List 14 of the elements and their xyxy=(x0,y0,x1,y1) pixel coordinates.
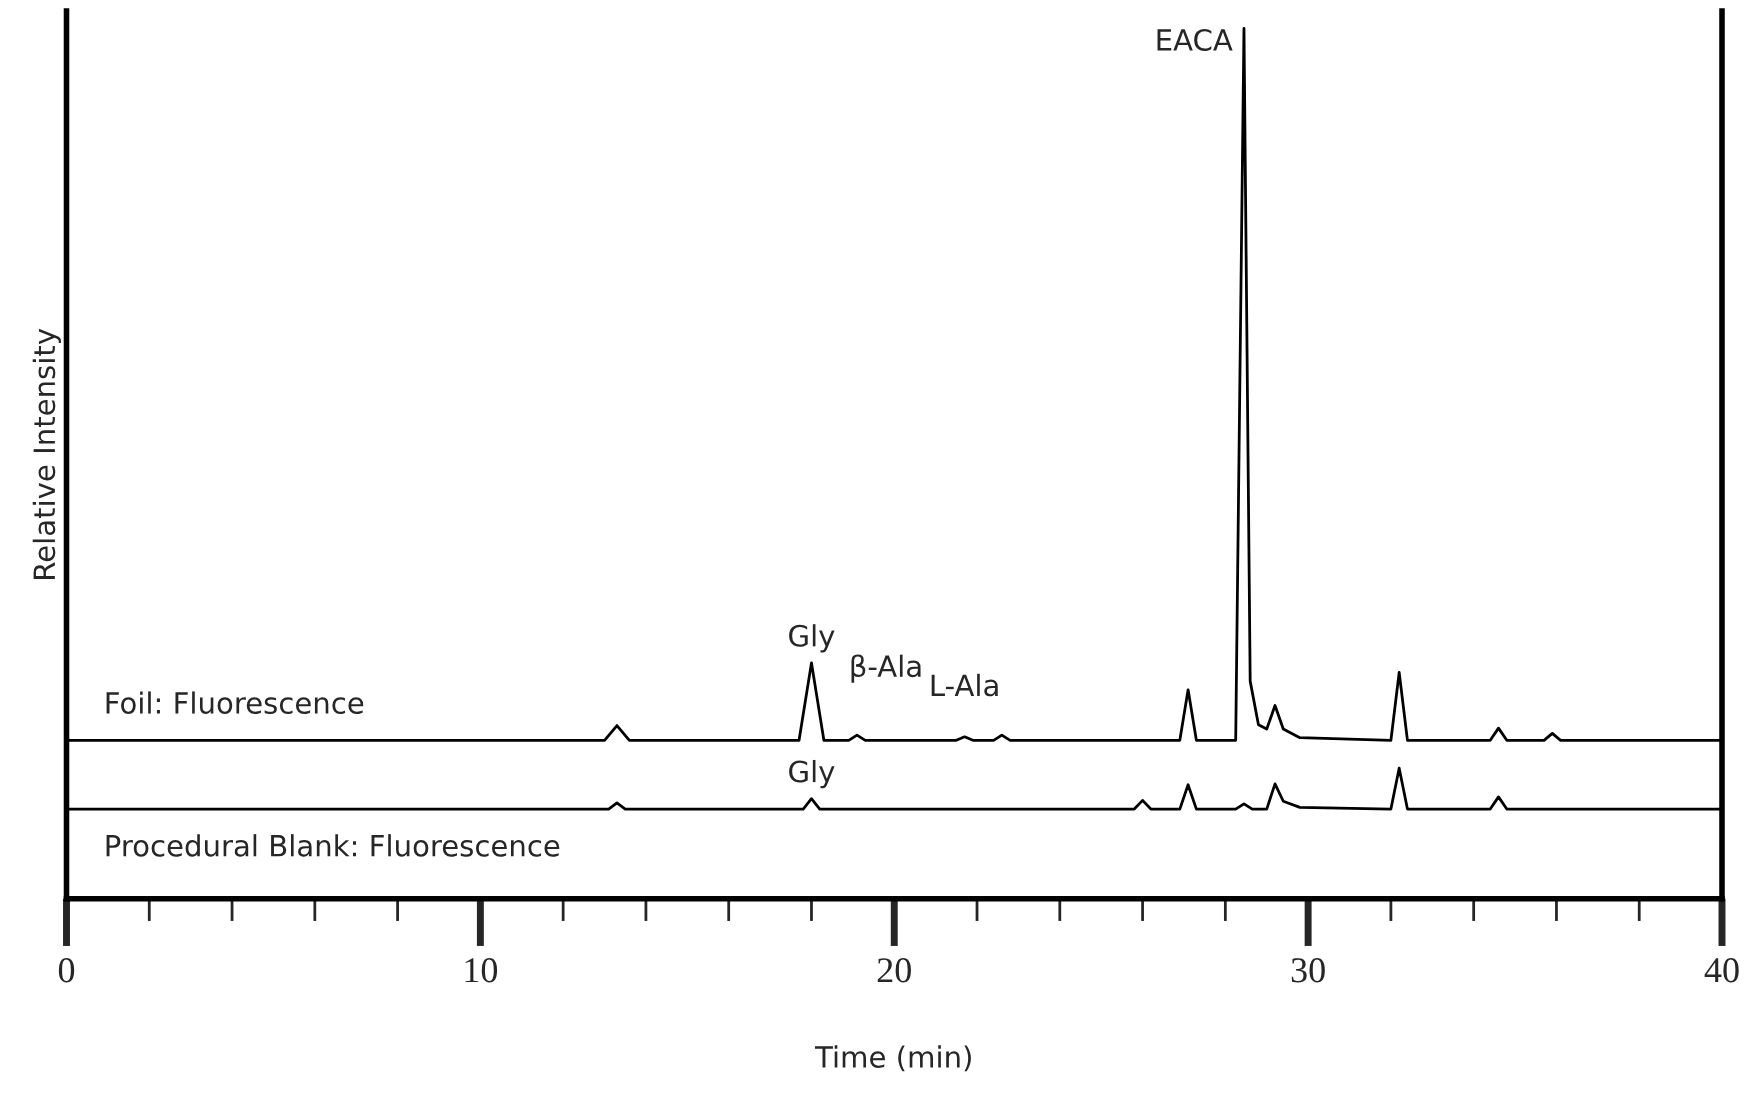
x-axis-title: Time (min) xyxy=(814,1045,971,1072)
x-tick-label: 10 xyxy=(465,958,498,983)
x-tick-label: 20 xyxy=(877,958,911,983)
series-label: Foil: Fluorescence xyxy=(106,691,364,714)
x-tick-label: 30 xyxy=(1291,958,1325,983)
annotation: β-Ala xyxy=(851,654,921,683)
series-label: Procedural Blank: Fluorescence xyxy=(106,834,560,857)
annotation: Gly xyxy=(789,624,835,653)
x-tick-label: 40 xyxy=(1704,958,1739,983)
annotation: L-Ala xyxy=(931,673,998,697)
annotation: Gly xyxy=(789,759,835,789)
annotation: EACA xyxy=(1157,28,1233,51)
x-tick-label: 0 xyxy=(58,958,75,983)
y-axis-title: Relative Intensity xyxy=(32,328,61,579)
